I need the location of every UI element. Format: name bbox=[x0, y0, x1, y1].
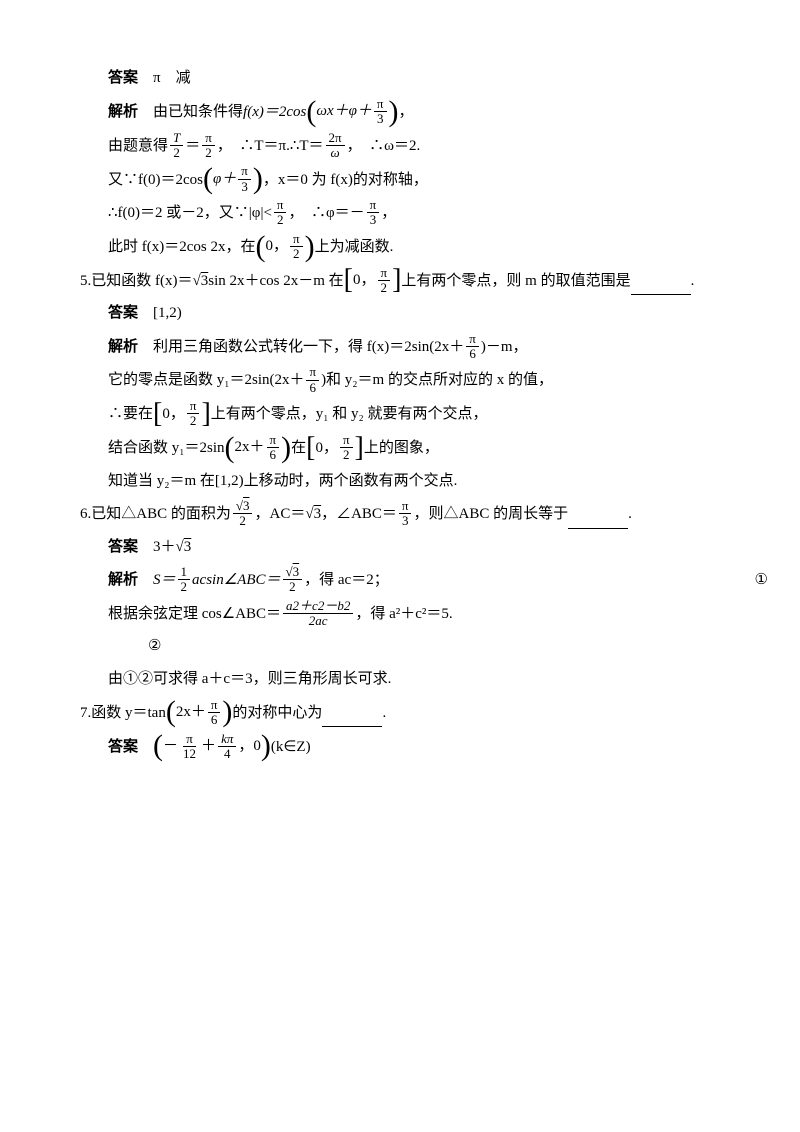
p5-expl-5: 知道当 y₂＝m 在[1,2)上移动时，两个函数有两个交点. bbox=[80, 467, 740, 496]
p6-expl-2: 根据余弦定理 cos∠ABC＝ a2＋c2－b22ac ，得 a²＋c²＝5. bbox=[80, 599, 740, 629]
p5-expl-2: 它的零点是函数 y₁＝2sin(2x＋ π6 )和 y₂＝m 的交点所对应的 x… bbox=[80, 365, 740, 395]
p5-expl-1: 解析 利用三角函数公式转化一下，得 f(x)＝2sin(2x＋ π6 )－m， bbox=[80, 332, 740, 362]
blank bbox=[568, 513, 628, 529]
mark-2: ② bbox=[148, 632, 161, 661]
p6-expl-3: 由①②可求得 a＋c＝3，则三角形周长可求. bbox=[80, 665, 740, 694]
p4-expl-4: ∴f(0)＝2 或－2，又∵|φ|< π2 ， ∴φ＝－ π3 ， bbox=[80, 198, 740, 228]
p5-expl-3: ∴要在 0， π2 上有两个零点，y₁ 和 y₂ 就要有两个交点， bbox=[80, 399, 740, 429]
p6-answer: 答案 3＋ 3 bbox=[80, 533, 740, 562]
p4-expl-1: 解析 由已知条件得 f(x)＝2cos ωx＋φ＋ π3 ， bbox=[80, 97, 740, 127]
frac: π3 bbox=[374, 97, 387, 127]
p6-expl-1: 解析 S＝ 12 acsin∠ABC＝ 32 ，得 ac＝2； ① bbox=[80, 565, 768, 595]
p5-expl-4: 结合函数 y₁＝2sin 2x＋ π6 在 0， π2 上的图象， bbox=[80, 433, 740, 463]
p6-question: 6.已知△ABC 的面积为 32 ，AC＝ 3 ，∠ABC＝ π3 ，则△ABC… bbox=[80, 499, 740, 529]
mark-1: ① bbox=[755, 566, 768, 595]
p5-question: 5.已知函数 f(x)＝ 3 sin 2x＋cos 2x－m 在 0， π2 上… bbox=[80, 266, 740, 296]
p7-question: 7.函数 y＝tan 2x＋ π6 的对称中心为 . bbox=[80, 697, 740, 727]
p4-expl-2: 由题意得 T2 ＝ π2 ， ∴T＝π.∴T＝ 2πω ， ∴ω＝2. bbox=[80, 131, 740, 161]
p4-answer: 答案 π 减 bbox=[80, 64, 740, 93]
blank bbox=[322, 711, 382, 727]
ans-label: 答案 bbox=[108, 64, 138, 93]
p4-expl-3: 又∵f(0)＝2cos φ＋ π3 ，x＝0 为 f(x)的对称轴， bbox=[80, 164, 740, 194]
ans-value: π 减 bbox=[153, 64, 191, 93]
p7-answer: 答案 － π12 ＋ kπ4 ，0 (k∈Z) bbox=[80, 731, 740, 761]
paren: ωx＋φ＋ π3 bbox=[306, 97, 398, 127]
p6-expl-2b: ② bbox=[80, 632, 740, 661]
p4-expl-5: 此时 f(x)＝2cos 2x，在 0， π2 上为减函数. bbox=[80, 232, 740, 262]
blank bbox=[631, 279, 691, 295]
p5-answer: 答案 [1,2) bbox=[80, 299, 740, 328]
expl-label: 解析 bbox=[108, 98, 138, 127]
